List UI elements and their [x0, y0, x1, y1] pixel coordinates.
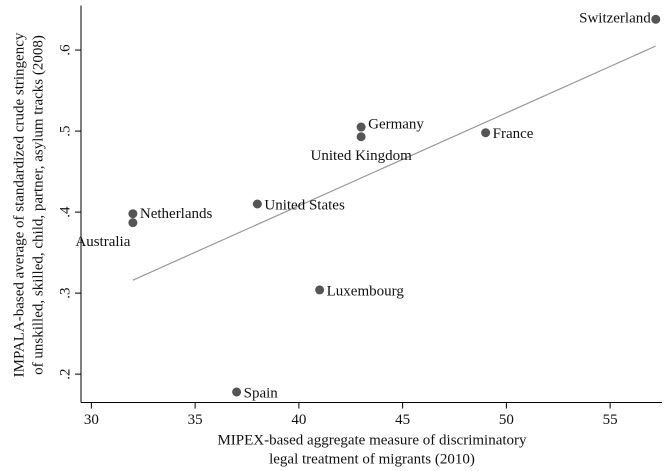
point-label: Luxembourg [327, 283, 405, 299]
point [356, 132, 366, 142]
point-label: Australia [75, 234, 130, 250]
point-label: France [493, 126, 534, 142]
x-tick-label: 55 [603, 412, 618, 428]
y-axis-label: IMPALA-based average of standardized cru… [11, 32, 27, 377]
point-label: Netherlands [140, 206, 213, 222]
x-axis-label: legal treatment of migrants (2010) [269, 451, 475, 467]
y-tick-label: .4 [57, 206, 73, 218]
point [128, 209, 138, 219]
point [128, 218, 138, 228]
x-tick-label: 35 [188, 412, 203, 428]
point-label: Spain [244, 385, 279, 401]
x-tick-label: 50 [499, 412, 514, 428]
x-axis-label: MIPEX-based aggregate measure of discrim… [217, 432, 527, 448]
point [232, 387, 242, 397]
point-label: Germany [368, 116, 424, 132]
y-axis-label: of unskilled, skilled, child, partner, a… [30, 35, 46, 375]
point [356, 122, 366, 132]
y-tick-label: .3 [57, 287, 73, 298]
y-tick-label: .2 [57, 369, 73, 380]
fit-line [132, 45, 657, 281]
y-tick-label: .6 [57, 44, 73, 56]
x-tick-label: 45 [395, 412, 410, 428]
point-label: United Kingdom [311, 148, 413, 164]
point-label: United States [264, 197, 345, 213]
point [651, 14, 661, 24]
point-label: Switzerland [579, 11, 651, 27]
point [252, 199, 262, 209]
point [481, 128, 491, 138]
point [315, 285, 325, 295]
x-tick-label: 30 [84, 412, 99, 428]
x-tick-label: 40 [291, 412, 306, 428]
y-tick-label: .5 [57, 125, 73, 136]
